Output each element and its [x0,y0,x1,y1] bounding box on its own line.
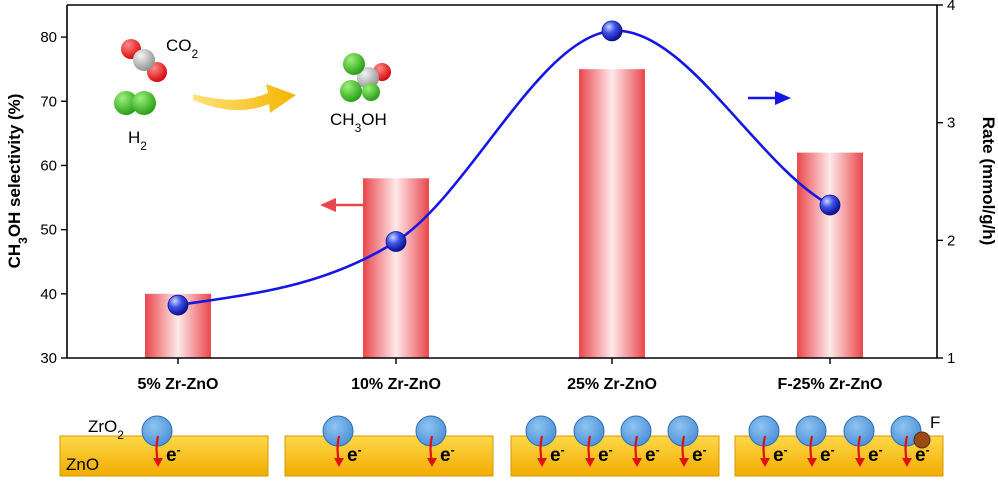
bar-4 [797,152,863,358]
category-labels: 5% Zr-ZnO 10% Zr-ZnO 25% Zr-ZnO F-25% Zr-Zn… [138,358,883,393]
fluorine-label: F [930,413,940,432]
co2-molecule [121,39,167,82]
h2-molecule [114,91,156,115]
h2-label: H2 [128,128,147,153]
reaction-arrow [193,84,296,113]
left-axis-ticks: 30 40 50 60 70 80 [40,29,67,367]
electron-arrowhead [153,458,163,467]
electron-arrowhead [537,458,547,467]
ch3oh-molecule [340,53,391,102]
rate-point-1 [167,294,189,316]
right-tick-label: 3 [947,115,955,132]
bar-3 [579,69,645,358]
electron-arrowhead [760,458,770,467]
electron-arrowhead [334,458,344,467]
electron-arrowhead [679,458,689,467]
right-axis-ticks: 1 2 3 4 [937,0,955,367]
right-tick-label: 1 [947,350,955,367]
category-label: 10% Zr-ZnO [351,376,441,393]
bar-series [145,69,863,358]
electron-arrowhead [632,458,642,467]
left-series-arrow [320,198,365,212]
ch3oh-label: CH3OH [330,110,387,135]
electron-arrowhead [902,458,912,467]
right-series-arrow [748,91,791,105]
right-tick-label: 4 [947,0,955,14]
left-tick-label: 70 [40,93,57,110]
category-label: 25% Zr-ZnO [567,376,657,393]
left-tick-label: 40 [40,286,57,303]
electron-arrowhead [427,458,437,467]
right-axis-title: Rate (mmol/g/h) [979,117,998,245]
co2-label: CO2 [166,36,199,61]
category-label: 5% Zr-ZnO [138,376,219,393]
left-tick-label: 30 [40,350,57,367]
electron-arrowhead [807,458,817,467]
left-tick-label: 80 [40,29,57,46]
rate-curve [177,29,831,307]
left-axis-title: CH3OH selectivity (%) [5,94,30,269]
fluorine-dopant [913,431,931,449]
electron-arrowhead [855,458,865,467]
zno-support-2 [284,435,494,477]
zno-label: ZnO [66,455,99,474]
right-tick-label: 2 [947,232,955,249]
bar-2 [363,178,429,358]
rate-point-3 [601,20,623,42]
electron-arrowhead [585,458,595,467]
left-tick-label: 60 [40,157,57,174]
left-tick-label: 50 [40,222,57,239]
rate-point-2 [385,231,407,252]
rate-points [167,20,841,316]
category-label: F-25% Zr-ZnO [778,376,883,393]
rate-point-4 [819,194,841,216]
